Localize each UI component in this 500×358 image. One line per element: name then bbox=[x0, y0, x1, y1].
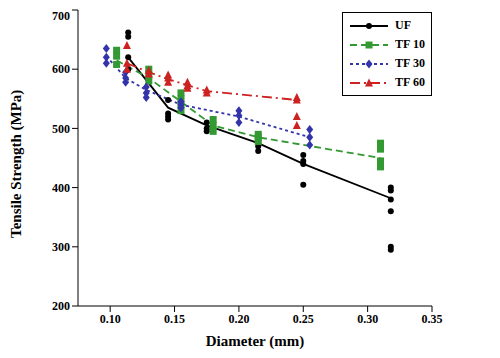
html-text:TF 60: TF 60 bbox=[395, 75, 425, 89]
svg-text:0.10: 0.10 bbox=[100, 312, 121, 326]
svg-text:200: 200 bbox=[52, 299, 70, 313]
svg-text:500: 500 bbox=[52, 122, 70, 136]
svg-text:0.30: 0.30 bbox=[357, 312, 378, 326]
svg-text:Tensile Strength (MPa): Tensile Strength (MPa) bbox=[8, 90, 25, 238]
svg-text:400: 400 bbox=[52, 181, 70, 195]
svg-text:0.20: 0.20 bbox=[228, 312, 249, 326]
html-text:UF: UF bbox=[395, 18, 412, 32]
svg-text:700: 700 bbox=[52, 9, 70, 23]
svg-text:Diameter (mm): Diameter (mm) bbox=[206, 333, 304, 350]
svg-text:300: 300 bbox=[52, 240, 70, 254]
html-text:TF 10: TF 10 bbox=[395, 37, 425, 51]
html-text:TF 30: TF 30 bbox=[395, 56, 425, 70]
svg-text:600: 600 bbox=[52, 62, 70, 76]
svg-text:0.15: 0.15 bbox=[164, 312, 185, 326]
svg-text:0.35: 0.35 bbox=[422, 312, 443, 326]
svg-text:0.25: 0.25 bbox=[293, 312, 314, 326]
